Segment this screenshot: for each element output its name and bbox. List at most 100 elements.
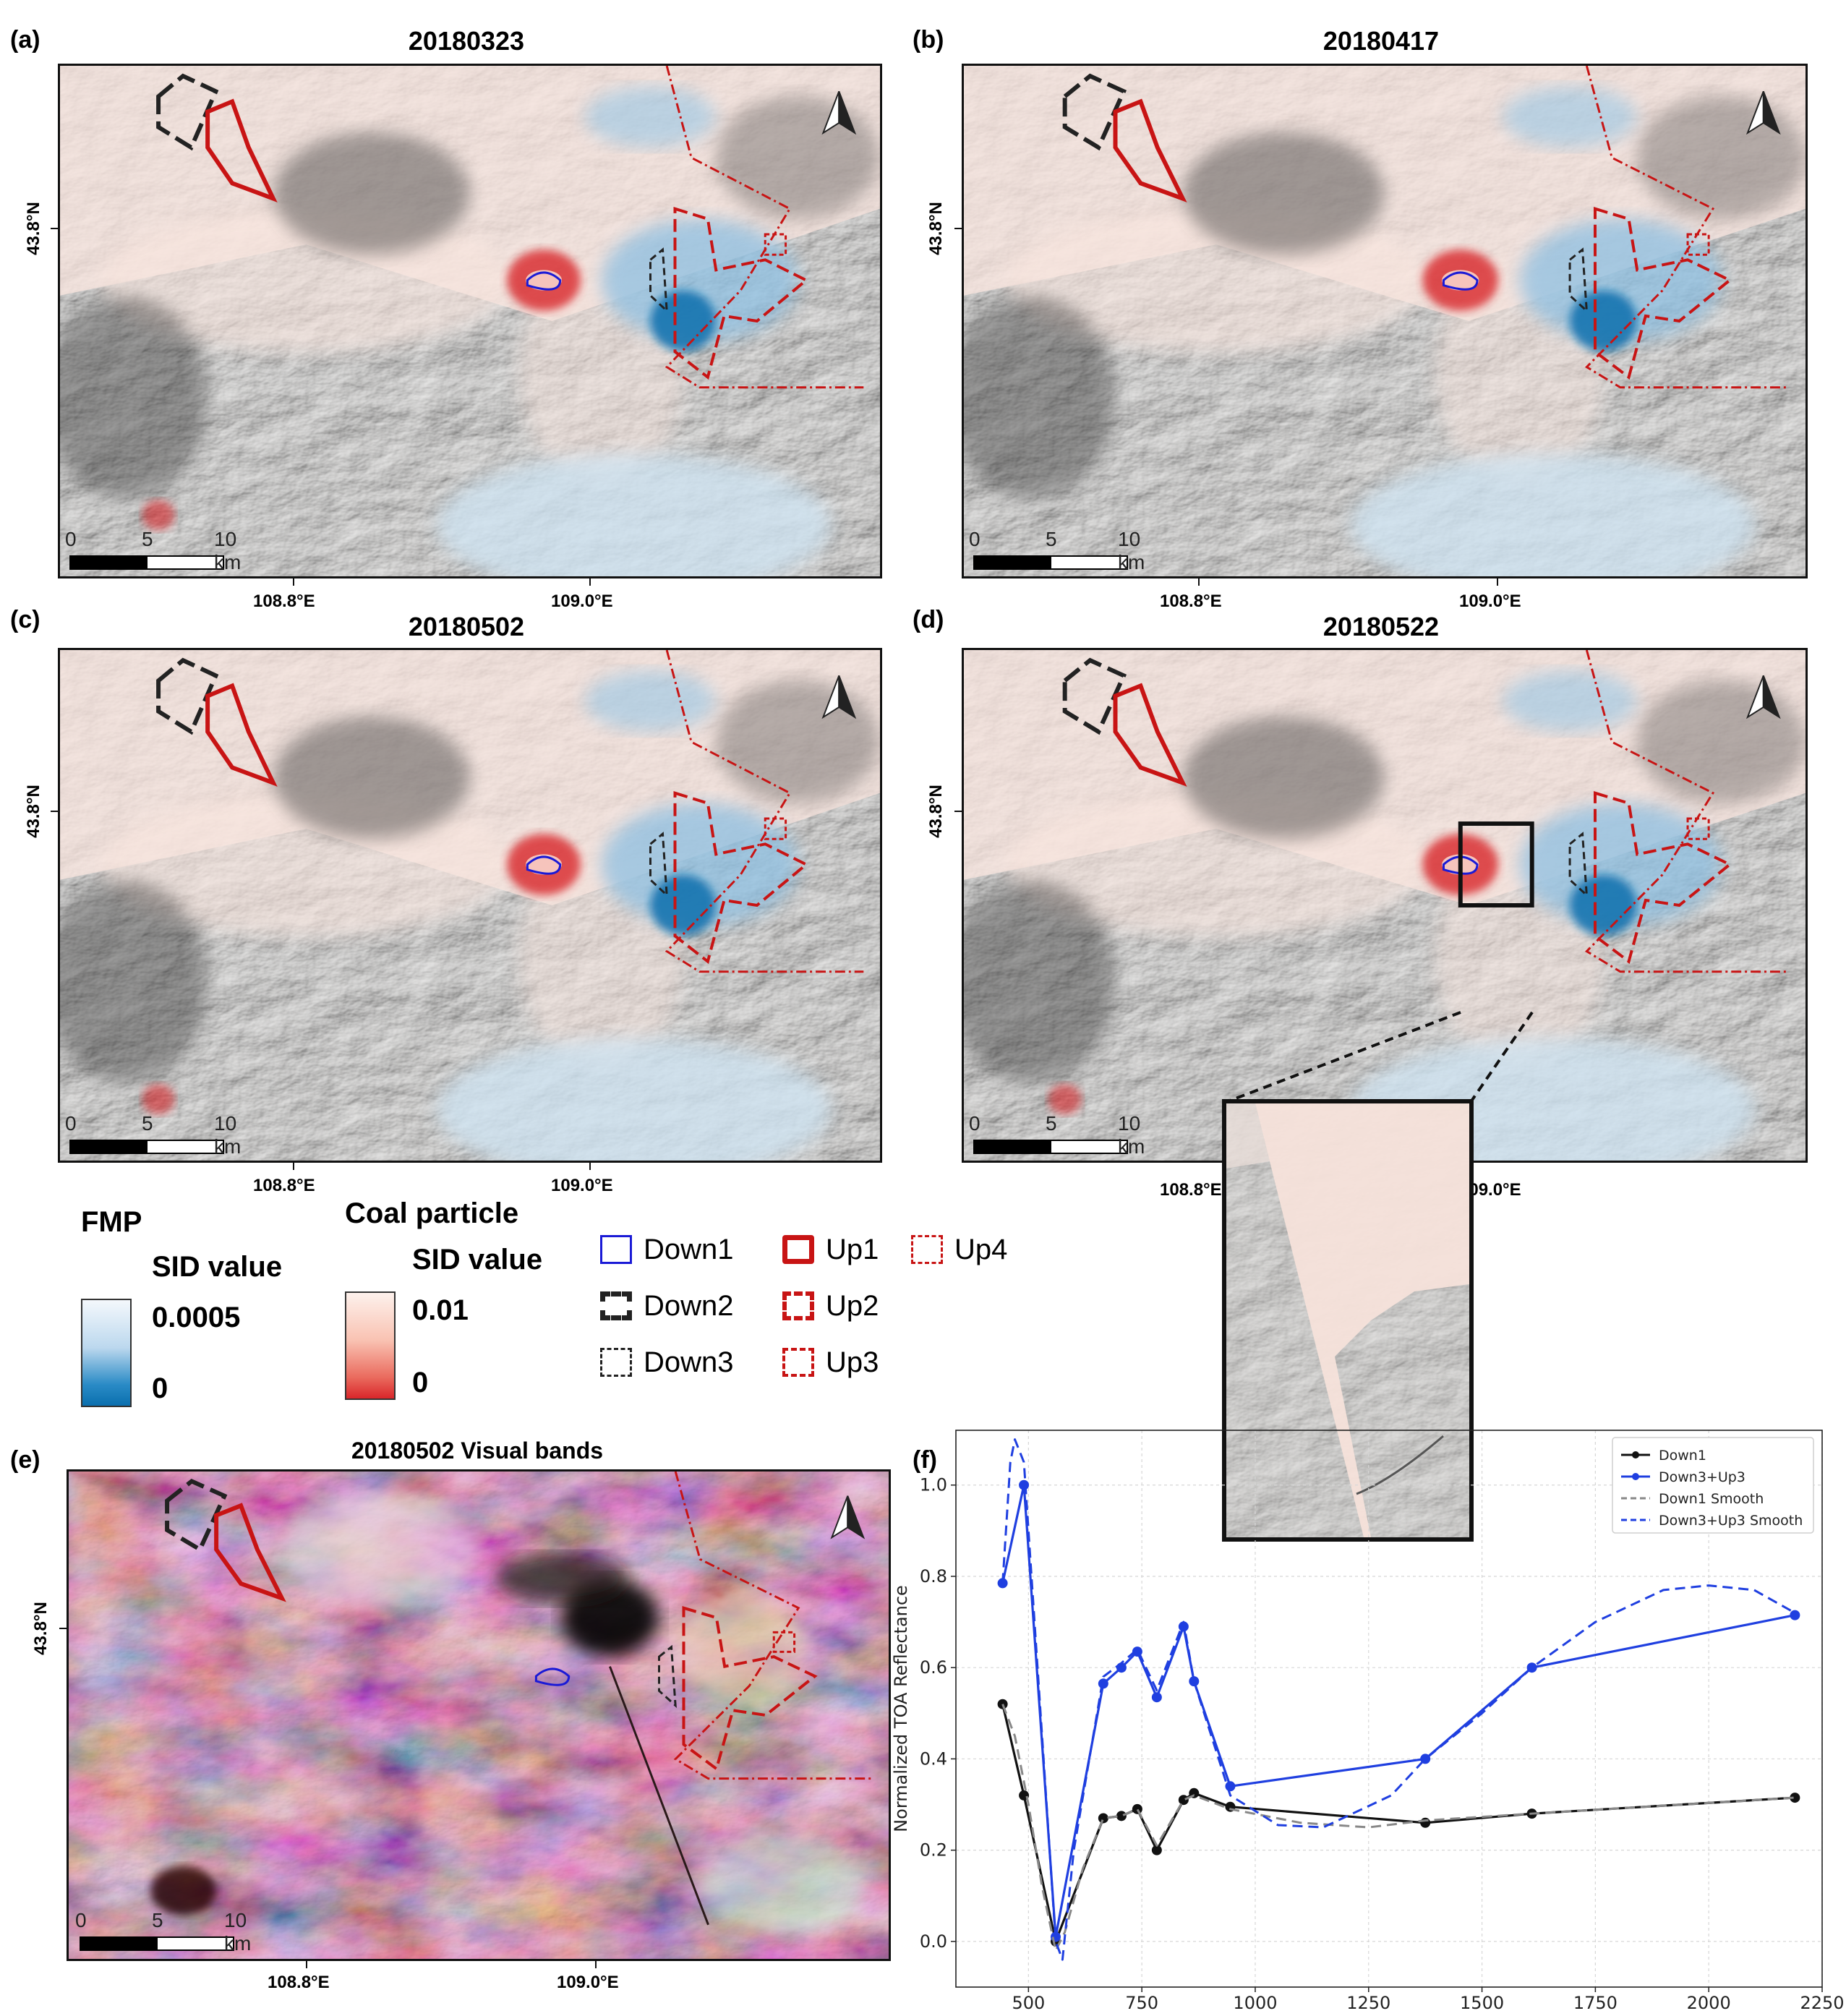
legend-marker xyxy=(1632,1451,1639,1458)
series-line-3 xyxy=(1001,1438,1796,1961)
lon-tick-b-1 xyxy=(1198,578,1200,586)
lat-label-d: 43.8°N xyxy=(926,785,946,838)
legend-entry: Down3+Up3 xyxy=(1659,1469,1745,1485)
panel-b-title: 20180417 xyxy=(1322,26,1440,56)
y-tick-label: 0.2 xyxy=(920,1840,947,1861)
panel-e-title: 20180502 Visual bands xyxy=(351,1438,604,1464)
lon-label-b-2: 109.0°E xyxy=(1459,591,1521,611)
legend-swatch-down2 xyxy=(600,1291,632,1320)
scalebar-d-label: 10 km xyxy=(1118,1112,1145,1158)
map-panel-d xyxy=(962,648,1808,1163)
legend-swatch-up2 xyxy=(782,1291,814,1320)
legend-label-up2: Up2 xyxy=(826,1290,879,1322)
coal-colorbar xyxy=(345,1291,396,1400)
panel-d-title: 20180522 xyxy=(1322,612,1440,641)
scalebar-c-label: 5 xyxy=(142,1112,153,1135)
map-panel-b xyxy=(962,64,1808,578)
scalebar-b-label: 10 km xyxy=(1118,528,1145,573)
y-tick-label: 0.0 xyxy=(920,1931,947,1952)
legend-fmp-max: 0.0005 xyxy=(152,1302,241,1333)
map-panel-c xyxy=(58,648,882,1163)
legend-fmp-min: 0 xyxy=(152,1372,168,1404)
scalebar-d-label: 0 xyxy=(969,1112,980,1135)
x-tick-label: 1750 xyxy=(1573,1993,1618,2012)
scalebar-d-label: 5 xyxy=(1046,1112,1057,1135)
data-point xyxy=(1178,1795,1189,1806)
lon-label-c-1: 108.8°E xyxy=(253,1176,315,1195)
legend-swatch-down1 xyxy=(600,1235,632,1264)
map-panel-a-north-arrow-icon xyxy=(821,90,857,135)
lon-label-e-2: 109.0°E xyxy=(557,1973,619,1992)
scalebar-a-label: 5 xyxy=(142,528,153,550)
legend-label-down3: Down3 xyxy=(644,1346,734,1378)
legend-entry: Down1 Smooth xyxy=(1659,1491,1764,1507)
scalebar-e-label: 5 xyxy=(152,1909,163,1931)
panel-a-letter: (a) xyxy=(10,26,40,54)
x-tick-label: 1500 xyxy=(1460,1993,1504,2012)
lat-tick-a xyxy=(51,228,58,229)
scalebar-a-label: 10 km xyxy=(214,528,242,573)
lat-tick-e xyxy=(59,1628,67,1629)
y-axis-label: Normalized TOA Reflectance xyxy=(891,1585,911,1832)
legend-swatch-up3 xyxy=(782,1348,814,1377)
scalebar-b-label: 5 xyxy=(1046,528,1057,550)
lat-label-c: 43.8°N xyxy=(23,785,43,838)
lon-label-c-2: 109.0°E xyxy=(551,1176,613,1195)
chart-svg: 500 750 1000 1250 1500 1750 2000 2250 0.0 0.2 0.4 0… xyxy=(891,1430,1845,2016)
scalebar-e-label: 0 xyxy=(75,1909,87,1931)
panel-d-letter: (d) xyxy=(913,606,944,633)
x-tick-label: 500 xyxy=(1012,1993,1045,2012)
panel-f-letter: (f) xyxy=(913,1446,937,1474)
lon-tick-c-1 xyxy=(293,1163,294,1170)
y-tick-label: 0.8 xyxy=(920,1566,947,1586)
x-tick-label: 2250 xyxy=(1800,1993,1844,2012)
lon-tick-a-1 xyxy=(293,578,294,586)
panel-a-title: 20180323 xyxy=(408,26,525,56)
data-point xyxy=(1019,1479,1030,1490)
panel-b-letter: (b) xyxy=(913,26,944,54)
scalebar-e-label: 10 km xyxy=(224,1909,252,1955)
lon-label-e-1: 108.8°E xyxy=(268,1973,330,1992)
map-panel-e-north-arrow-icon xyxy=(830,1495,866,1539)
lon-tick-b-2 xyxy=(1497,578,1498,586)
series-line-0 xyxy=(1001,1704,1795,1943)
legend-label-up3: Up3 xyxy=(826,1346,879,1378)
lat-label-e: 43.8°N xyxy=(30,1602,51,1655)
scalebar-a-label: 0 xyxy=(65,528,77,550)
chart-legend: Down1 Down3+Up3 Down1 Smooth Down3+Up3 Smoo… xyxy=(1612,1437,1814,1534)
lat-tick-b xyxy=(954,228,962,229)
legend-label-up1: Up1 xyxy=(826,1234,879,1265)
spectral-chart: 500 750 1000 1250 1500 1750 2000 2250 0.0 0.2 0.4 0… xyxy=(889,1423,1846,2016)
legend-entry: Down3+Up3 Smooth xyxy=(1659,1513,1803,1529)
lon-label-d-1: 108.8°E xyxy=(1160,1180,1222,1200)
map-panel-d-image xyxy=(964,650,1806,1161)
data-point xyxy=(1132,1803,1142,1814)
lat-label-a: 43.8°N xyxy=(23,202,43,255)
data-point xyxy=(1151,1845,1162,1855)
series-line-1 xyxy=(1001,1484,1795,1939)
lat-label-b: 43.8°N xyxy=(926,202,946,255)
legend-entry: Down1 xyxy=(1659,1448,1706,1464)
panel-e-letter: (e) xyxy=(10,1446,40,1474)
data-point xyxy=(1098,1678,1108,1689)
lon-label-a-2: 109.0°E xyxy=(551,591,613,611)
scalebar-c-label: 0 xyxy=(65,1112,77,1135)
data-point xyxy=(997,1699,1008,1709)
legend-label-down2: Down2 xyxy=(644,1290,734,1322)
x-tick-label: 750 xyxy=(1125,1993,1158,2012)
y-tick-label: 0.6 xyxy=(920,1657,947,1678)
y-tick-label: 0.4 xyxy=(920,1748,947,1769)
legend-swatch-down3 xyxy=(600,1348,632,1377)
data-point xyxy=(1790,1610,1800,1620)
x-tick-label: 1250 xyxy=(1346,1993,1390,2012)
map-panel-c-image xyxy=(60,650,880,1161)
lon-label-b-1: 108.8°E xyxy=(1160,591,1222,611)
legend-coal-min: 0 xyxy=(412,1367,429,1398)
map-panel-b-north-arrow-icon xyxy=(1745,90,1781,135)
legend-swatch-up1 xyxy=(782,1235,814,1264)
legend-coal-max: 0.01 xyxy=(412,1294,469,1326)
x-tick-label: 1000 xyxy=(1233,1993,1277,2012)
map-panel-d-north-arrow-icon xyxy=(1745,675,1781,719)
panel-c-letter: (c) xyxy=(10,606,40,633)
lat-tick-d xyxy=(954,811,962,812)
